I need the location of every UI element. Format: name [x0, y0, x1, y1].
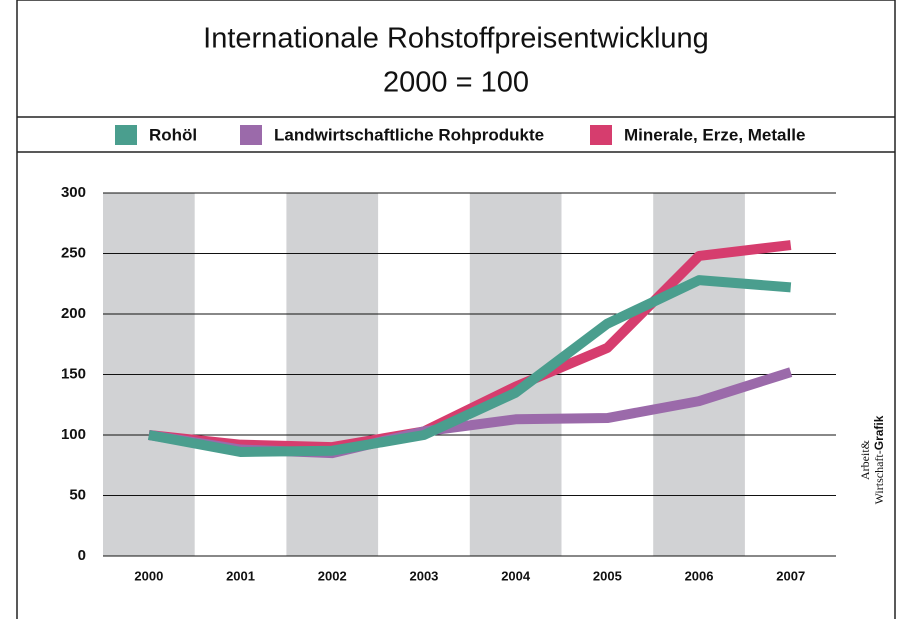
x-tick-label: 2007 — [776, 568, 805, 583]
legend-label: Landwirtschaftliche Rohprodukte — [274, 125, 544, 144]
x-tick-label: 2001 — [226, 568, 255, 583]
legend-label: Minerale, Erze, Metalle — [624, 125, 805, 144]
chart-subtitle: 2000 = 100 — [383, 67, 529, 99]
credit: Wirtschaft-Grafik — [872, 415, 886, 504]
credit: Arbeit& — [858, 439, 872, 480]
credit: Wirtschaft- — [872, 450, 886, 504]
y-tick-label: 0 — [78, 547, 86, 564]
x-tick-label: 2004 — [501, 568, 531, 583]
y-tick-label: 250 — [61, 244, 86, 261]
y-tick-label: 50 — [69, 486, 86, 503]
x-tick-label: 2002 — [318, 568, 347, 583]
legend-label: Rohöl — [149, 125, 197, 144]
legend-swatch — [590, 125, 612, 145]
y-tick-label: 100 — [61, 426, 86, 443]
series-line — [147, 275, 792, 457]
y-tick-label: 300 — [61, 184, 86, 201]
y-tick-label: 200 — [61, 305, 86, 322]
y-tick-label: 150 — [61, 365, 86, 382]
x-tick-label: 2005 — [593, 568, 622, 583]
x-tick-label: 2003 — [409, 568, 438, 583]
x-tick-label: 2006 — [685, 568, 714, 583]
x-tick-label: 2000 — [134, 568, 163, 583]
credit: Grafik — [872, 415, 886, 450]
legend-swatch — [240, 125, 262, 145]
chart-title: Internationale Rohstoffpreisentwicklung — [203, 23, 709, 55]
legend-swatch — [115, 125, 137, 145]
frame — [16, 0, 896, 619]
